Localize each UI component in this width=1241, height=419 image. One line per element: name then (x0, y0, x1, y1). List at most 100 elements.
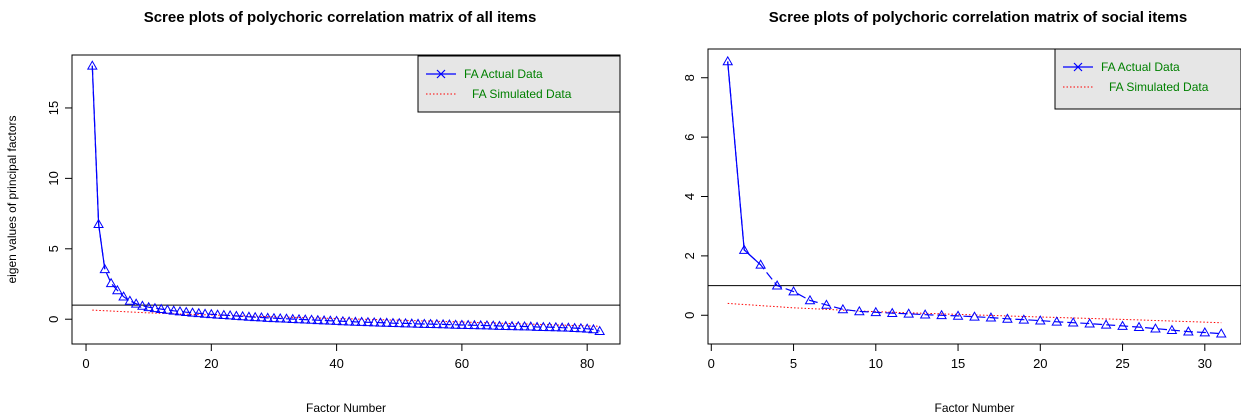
data-point-triangle (312, 314, 324, 325)
x-axis-label: Factor Number (306, 401, 386, 415)
data-point-triangle (1150, 323, 1161, 333)
data-point-triangle (143, 301, 155, 312)
data-point-triangle (771, 280, 783, 290)
data-point-triangle (722, 55, 734, 66)
data-point-triangle (149, 302, 161, 313)
data-point-triangle (506, 320, 518, 331)
chart-2: Scree plots of polychoric correlation ma… (682, 9, 1241, 415)
data-point-triangle (337, 315, 349, 326)
x-tick-label: 25 (1115, 356, 1129, 371)
x-tick-label: 80 (580, 356, 594, 371)
data-point-triangle (111, 284, 123, 295)
actual-data-line-head (727, 61, 762, 266)
data-point-triangle (575, 322, 587, 333)
data-point-triangle (500, 320, 512, 330)
data-point-triangle (1166, 324, 1178, 334)
data-point-triangle (462, 319, 474, 330)
data-point-triangle (1117, 320, 1128, 330)
data-point-triangle (581, 323, 593, 333)
data-point-triangle (130, 298, 142, 308)
data-point-triangle (821, 299, 832, 309)
data-point-triangle (86, 60, 98, 70)
data-point-triangle (494, 320, 505, 330)
data-point-triangle (199, 308, 211, 318)
data-point-triangle (412, 318, 424, 328)
actual-data-line (727, 61, 1222, 335)
data-point-triangle (237, 310, 249, 321)
data-point-triangle (1199, 326, 1211, 337)
data-point-triangle (1051, 316, 1063, 326)
data-point-triangle (594, 325, 606, 336)
data-point-triangle (936, 309, 947, 320)
data-point-triangle (287, 313, 299, 323)
data-point-triangle (293, 313, 305, 324)
data-point-triangle (418, 318, 430, 328)
data-point-triangle (218, 309, 230, 320)
y-tick-label: 8 (682, 74, 697, 81)
data-point-triangle (243, 311, 255, 321)
data-point-triangle (205, 308, 217, 319)
data-point-triangle (525, 321, 537, 331)
data-point-triangle (544, 321, 555, 332)
data-point-triangle (105, 277, 117, 288)
data-point-triangle (324, 315, 336, 325)
data-point-triangle (1182, 326, 1194, 336)
y-tick-label: 6 (682, 134, 697, 141)
data-point-triangle (487, 320, 499, 330)
data-point-triangle (281, 313, 292, 323)
data-point-triangle (387, 317, 399, 328)
data-point-triangle (231, 310, 242, 320)
data-point-triangle (268, 312, 280, 323)
data-point-triangle (299, 314, 311, 324)
y-tick-label: 0 (682, 312, 697, 319)
data-point-triangle (569, 322, 581, 332)
data-point-triangle (886, 307, 898, 318)
data-point-triangle (1215, 328, 1227, 338)
data-point-triangle (118, 291, 129, 301)
data-point-triangle (919, 309, 931, 319)
data-point-triangle (443, 319, 455, 329)
data-point-triangle (804, 294, 816, 305)
data-point-triangle (969, 311, 980, 321)
data-point-triangle (406, 318, 418, 328)
chart-title: Scree plots of polychoric correlation ma… (769, 9, 1187, 26)
y-tick-label: 5 (46, 245, 61, 252)
data-point-triangle (952, 310, 964, 320)
legend-label-actual: FA Actual Data (1101, 60, 1180, 74)
chart-1: Scree plots of polychoric correlation ma… (5, 9, 621, 415)
data-point-triangle (318, 314, 330, 325)
data-point-triangle (124, 295, 136, 305)
data-point-triangle (93, 218, 104, 229)
y-tick-label: 0 (46, 316, 61, 323)
data-point-triangle (343, 316, 355, 326)
data-point-triangle (350, 316, 361, 326)
data-point-triangle (537, 321, 549, 331)
data-point-triangle (155, 303, 167, 313)
data-point-triangle (431, 318, 443, 329)
y-axis-label: eigen values of principal factors (5, 115, 19, 283)
x-tick-label: 20 (204, 356, 218, 371)
data-point-triangle (174, 305, 186, 316)
data-point-triangle (853, 305, 865, 316)
data-point-triangle (99, 263, 111, 274)
data-point-triangle (368, 316, 380, 327)
data-point-triangle (212, 309, 223, 319)
x-tick-label: 0 (708, 356, 715, 371)
data-point-triangle (469, 319, 480, 330)
legend-box (1054, 48, 1241, 110)
x-tick-label: 5 (790, 356, 797, 371)
data-point-triangle (375, 317, 386, 327)
data-point-triangle (180, 306, 192, 317)
data-point-triangle (331, 315, 342, 325)
data-point-triangle (903, 308, 915, 318)
data-point-triangle (1084, 318, 1096, 328)
data-point-triangle (556, 322, 568, 332)
data-point-triangle (1018, 314, 1030, 324)
x-tick-label: 30 (1198, 356, 1212, 371)
y-tick-label: 2 (682, 252, 697, 259)
data-point-triangle (224, 310, 236, 320)
x-axis-label: Factor Number (934, 401, 1014, 415)
data-point-triangle (362, 316, 374, 327)
data-point-triangle (381, 317, 393, 327)
